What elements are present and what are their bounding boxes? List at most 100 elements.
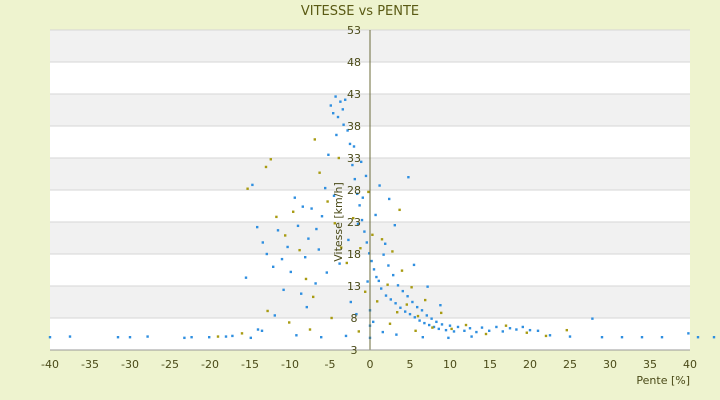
data-point (536, 329, 540, 332)
x-tick-label: 15 (483, 358, 497, 371)
data-point (525, 331, 528, 334)
data-point (372, 320, 375, 324)
data-point (414, 329, 417, 332)
x-tick-label: -35 (81, 358, 99, 371)
data-point (501, 330, 504, 333)
data-point (371, 233, 374, 236)
x-tick-label: 5 (407, 358, 414, 371)
data-point (568, 335, 572, 338)
data-point (318, 171, 321, 174)
data-point (412, 263, 416, 267)
data-point (392, 273, 395, 277)
data-point (249, 336, 252, 340)
data-point (504, 324, 508, 327)
data-point (293, 196, 296, 199)
y-tick-label: 43 (347, 88, 361, 101)
data-point (314, 282, 317, 285)
data-point (450, 327, 453, 331)
data-point (365, 241, 368, 244)
data-point (565, 328, 568, 332)
x-axis-label: Pente [%] (636, 374, 690, 387)
data-point (448, 324, 452, 327)
x-tick-label: 40 (683, 358, 697, 371)
data-point (370, 259, 373, 263)
data-point (381, 330, 384, 334)
y-tick-label: 38 (347, 120, 361, 133)
data-point (304, 256, 307, 259)
y-tick-label: 23 (347, 216, 361, 229)
data-point (339, 100, 342, 103)
data-point (439, 304, 442, 307)
data-point (346, 129, 349, 132)
x-tick-label: -40 (41, 358, 59, 371)
data-point (620, 336, 624, 339)
data-point (456, 325, 460, 329)
y-tick-label: 13 (347, 280, 361, 293)
data-point (320, 336, 323, 339)
data-point (521, 325, 524, 329)
data-point (544, 334, 548, 338)
data-point (298, 248, 301, 252)
data-point (376, 300, 379, 303)
x-tick-label: -20 (201, 358, 219, 371)
data-point (387, 264, 390, 267)
data-point (349, 300, 352, 304)
data-point (308, 328, 312, 331)
x-tick-labels: -40 -35 -30 -25 -20 -15 -10 -5 0 5 10 15 20 25 30 35 40 (41, 358, 697, 371)
data-point (399, 306, 402, 309)
data-point (332, 194, 336, 197)
data-point (326, 200, 329, 203)
data-point (378, 184, 381, 187)
data-point (231, 334, 234, 338)
data-points (48, 95, 716, 340)
data-point (269, 158, 272, 161)
data-point (377, 279, 380, 283)
data-point (431, 326, 434, 329)
data-point (324, 186, 327, 190)
data-point (452, 330, 456, 333)
data-point (304, 277, 308, 281)
data-point (305, 305, 308, 309)
data-point (428, 323, 431, 327)
data-point (342, 123, 345, 126)
data-point (341, 108, 344, 111)
data-point (282, 288, 285, 292)
data-point (480, 326, 484, 329)
data-point (423, 321, 426, 325)
data-point (353, 177, 356, 181)
y-tick-label: 48 (347, 56, 361, 69)
data-point (315, 227, 318, 231)
x-tick-label: 35 (643, 358, 657, 371)
data-point (384, 294, 388, 297)
data-point (344, 98, 347, 101)
data-point (256, 225, 259, 229)
x-tick-label: -25 (161, 358, 179, 371)
data-point (364, 174, 368, 178)
data-point (335, 133, 338, 137)
data-point (528, 328, 532, 332)
data-point (361, 196, 364, 199)
data-point (396, 284, 400, 287)
data-point (317, 248, 320, 251)
data-point (351, 163, 354, 167)
data-point (352, 216, 355, 220)
data-point (388, 322, 392, 325)
data-point (406, 295, 409, 298)
data-point (356, 222, 360, 226)
data-point (359, 247, 362, 250)
x-tick-label: -15 (241, 358, 259, 371)
data-point (347, 238, 350, 242)
data-point (470, 335, 473, 338)
x-tick-label: 20 (523, 358, 537, 371)
data-point (386, 283, 389, 286)
data-point (425, 314, 428, 317)
data-point (495, 325, 498, 329)
data-point (447, 336, 450, 340)
y-axis-label: Vitesse [km/h] (332, 182, 345, 262)
data-point (393, 224, 396, 227)
data-point (265, 252, 268, 256)
data-point (292, 210, 295, 213)
data-point (360, 160, 363, 164)
data-point (338, 262, 341, 265)
